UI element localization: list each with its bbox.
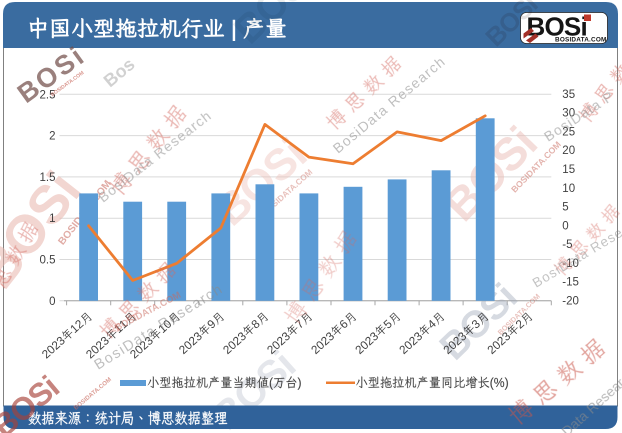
svg-text:0: 0 [49, 296, 55, 308]
svg-text:25: 25 [562, 127, 575, 139]
svg-text:-15: -15 [562, 277, 579, 289]
svg-text:BOSIDATA.COM: BOSIDATA.COM [555, 37, 607, 44]
svg-text:5: 5 [562, 202, 568, 214]
svg-text:-20: -20 [562, 295, 579, 307]
svg-text:2: 2 [49, 131, 55, 143]
svg-text:0: 0 [562, 220, 568, 232]
svg-text:10: 10 [562, 183, 575, 195]
svg-text:20: 20 [562, 145, 575, 157]
svg-text:-5: -5 [562, 239, 572, 251]
svg-text:30: 30 [562, 108, 575, 120]
svg-text:1: 1 [49, 213, 55, 225]
svg-text:2.5: 2.5 [40, 89, 56, 101]
svg-text:1.5: 1.5 [40, 172, 56, 184]
svg-text:15: 15 [562, 164, 575, 176]
svg-text:35: 35 [562, 89, 575, 101]
svg-text:0.5: 0.5 [40, 255, 56, 267]
